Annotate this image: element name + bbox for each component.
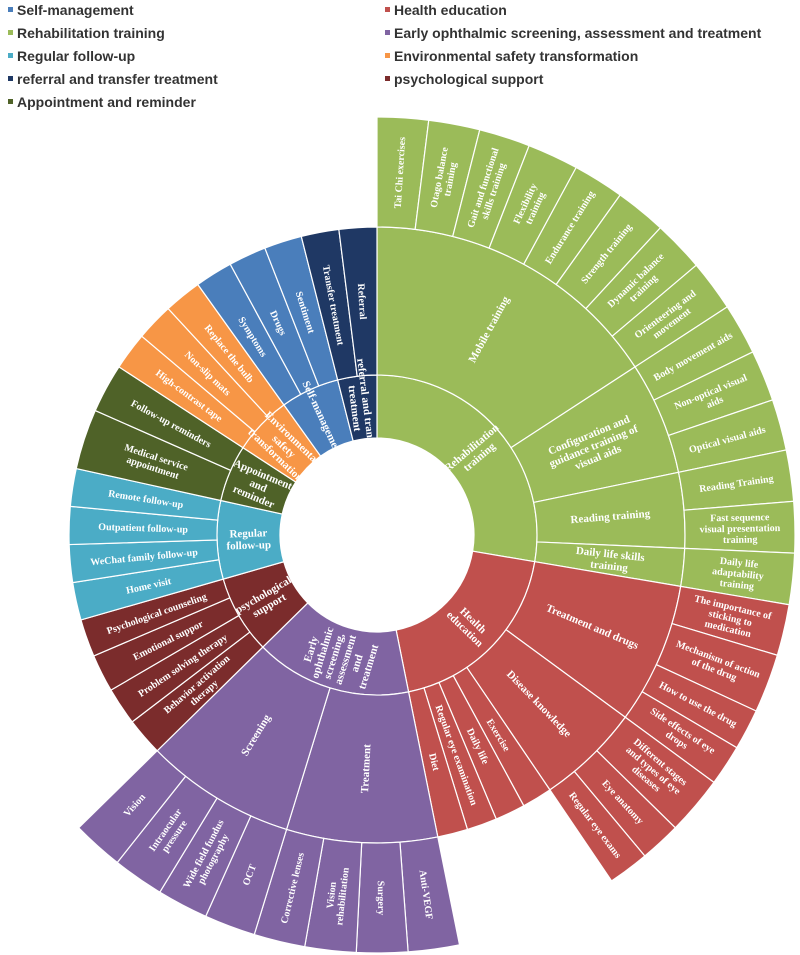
item-segment-label: Tai Chi exercises [393, 137, 408, 209]
legend-label: referral and transfer treatment [17, 71, 218, 87]
legend-label: Early ophthalmic screening, assessment a… [394, 25, 762, 41]
legend-label: Environmental safety transformation [394, 48, 639, 64]
center-hole [281, 439, 473, 631]
item-segment-label: Surgery [375, 881, 386, 916]
legend-item: psychological support [385, 70, 543, 88]
legend-swatch [8, 29, 13, 35]
legend-swatch [385, 52, 390, 58]
item-segment-label: Fast sequencevisual presentationtraining [699, 512, 781, 547]
legend-item: Early ophthalmic screening, assessment a… [385, 24, 761, 42]
subcategory-segment [338, 226, 378, 377]
legend-label: Appointment and reminder [17, 94, 196, 110]
legend-swatch [8, 52, 13, 58]
legend-swatch [8, 75, 13, 81]
category-segment-label: Regularfollow-up [226, 527, 271, 552]
subcategory-segment-label: Daily life skillstraining [574, 545, 646, 576]
legend-swatch [385, 6, 390, 12]
subcategory-segment-label: Diet [426, 752, 441, 773]
legend-item: Self-management [8, 1, 134, 19]
chart-legend: Self-management Health education Rehabilit… [0, 0, 800, 112]
item-segment-label: Daily lifeadaptabilitytraining [710, 555, 765, 593]
legend-item: Health education [385, 1, 507, 19]
legend-label: psychological support [394, 71, 544, 87]
legend-swatch [385, 29, 390, 35]
legend-item: Appointment and reminder [8, 93, 196, 111]
legend-label: Self-management [17, 2, 134, 18]
legend-swatch [385, 75, 390, 81]
legend-label: Health education [394, 2, 507, 18]
subcategory-segment-label: Outpatient follow-up [98, 522, 188, 536]
category-segment-label: Earlyophthalmicscreening,assessmentandtr… [298, 622, 382, 694]
legend-swatch [8, 6, 13, 12]
legend-item: referral and transfer treatment [8, 70, 218, 88]
legend-item: Regular follow-up [8, 47, 135, 65]
legend-swatch [8, 98, 13, 104]
legend-label: Rehabilitation training [17, 25, 165, 41]
legend-item: Rehabilitation training [8, 24, 165, 42]
subcategory-segment-label: Treatment [359, 744, 373, 794]
legend-item: Environmental safety transformation [385, 47, 638, 65]
subcategory-segment-label: Referral [355, 283, 368, 320]
legend-label: Regular follow-up [17, 48, 136, 64]
